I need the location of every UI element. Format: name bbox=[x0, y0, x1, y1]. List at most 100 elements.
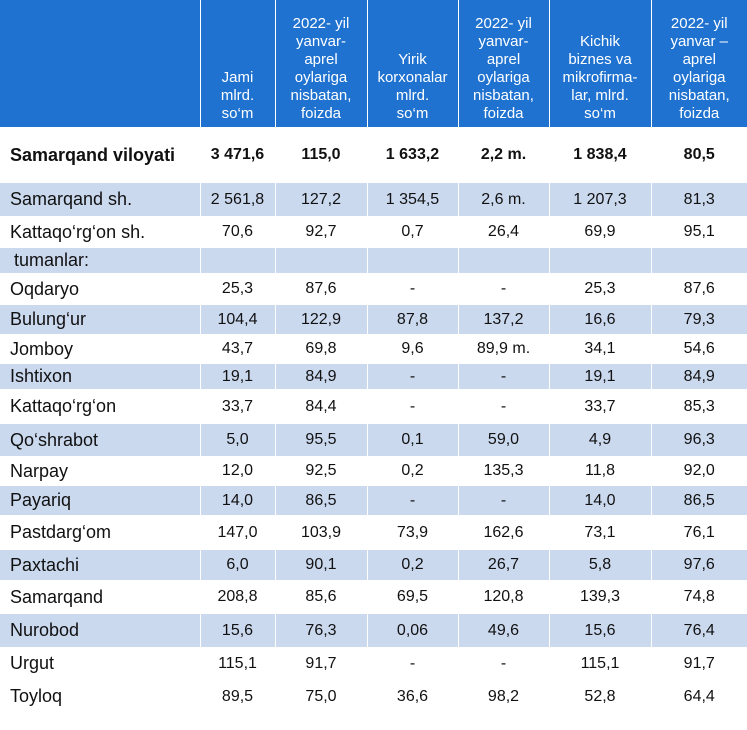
cell-large-pct: 137,2 bbox=[457, 304, 549, 335]
cell-row-name: Kattaqo‘rg‘on sh. bbox=[0, 216, 200, 248]
cell-large-pct: 59,0 bbox=[457, 423, 549, 457]
cell-large-pct: 2,2 m. bbox=[457, 127, 549, 183]
table-row: Pastdarg‘om 147,0 103,9 73,9 162,6 73,1 76,1 bbox=[0, 515, 747, 550]
cell-small-pct: 97,6 bbox=[650, 549, 747, 581]
cell-large-value: 0,1 bbox=[366, 423, 458, 457]
cell-large-value: 9,6 bbox=[366, 334, 458, 364]
cell-large-pct: 162,6 bbox=[457, 515, 549, 550]
cell-total-pct: 127,2 bbox=[274, 182, 367, 217]
cell-small-value: 139,3 bbox=[548, 580, 651, 614]
cell-total-pct bbox=[274, 247, 367, 274]
table-row: Toyloq 89,5 75,0 36,6 98,2 52,8 64,4 bbox=[0, 679, 747, 714]
cell-total-value: 208,8 bbox=[199, 580, 275, 614]
cell-small-pct: 81,3 bbox=[650, 182, 747, 217]
table-row: Oqdaryo 25,3 87,6- -25,3 87,6 bbox=[0, 273, 747, 305]
cell-small-pct: 76,1 bbox=[650, 515, 747, 550]
header-large-enterprises: Yirik korxonalar mlrd. so‘m bbox=[366, 0, 458, 128]
cell-row-name: Nurobod bbox=[0, 613, 200, 648]
header-small-pct: 2022- yil yanvar – aprel oylariga nisbat… bbox=[650, 0, 747, 128]
cell-large-pct: - bbox=[457, 389, 549, 424]
cell-small-value: 16,6 bbox=[548, 304, 651, 335]
cell-row-name: Qo‘shrabot bbox=[0, 423, 200, 457]
cell-large-value: - bbox=[366, 363, 458, 390]
cell-small-pct: 84,9 bbox=[650, 363, 747, 390]
table-row: Samarqand 208,8 85,6 69,5 120,8 139,3 74,8 bbox=[0, 580, 747, 614]
cell-large-value: - bbox=[366, 273, 458, 305]
cell-row-name: Jomboy bbox=[0, 334, 200, 364]
cell-total-pct: 122,9 bbox=[274, 304, 367, 335]
cell-large-value: 0,2 bbox=[366, 456, 458, 486]
table-row: Kattaqo‘rg‘on sh. 70,6 92,7 0,7 26,4 69,9 95,1 bbox=[0, 216, 747, 248]
cell-small-pct: 79,3 bbox=[650, 304, 747, 335]
cell-small-value: 15,6 bbox=[548, 613, 651, 648]
table-row: Jomboy 43,7 69,8 9,6 89,9 m. 34,1 54,6 bbox=[0, 334, 747, 364]
cell-total-pct: 92,7 bbox=[274, 216, 367, 248]
cell-large-value: - bbox=[366, 485, 458, 516]
cell-total-value: 89,5 bbox=[199, 679, 275, 714]
cell-total-pct: 76,3 bbox=[274, 613, 367, 648]
cell-total-value: 14,0 bbox=[199, 485, 275, 516]
cell-row-name: tumanlar: bbox=[0, 247, 200, 274]
cell-total-value: 5,0 bbox=[199, 423, 275, 457]
table-row: Urgut 115,1 91,7- -115,1 91,7 bbox=[0, 647, 747, 680]
cell-small-value: 14,0 bbox=[548, 485, 651, 516]
cell-total-pct: 69,8 bbox=[274, 334, 367, 364]
table-row: Paxtachi 6,0 90,1 0,2 26,7 5,8 97,6 bbox=[0, 549, 747, 581]
cell-total-value: 6,0 bbox=[199, 549, 275, 581]
cell-small-pct: 95,1 bbox=[650, 216, 747, 248]
cell-large-pct: 98,2 bbox=[457, 679, 549, 714]
cell-total-value bbox=[199, 247, 275, 274]
cell-small-pct: 86,5 bbox=[650, 485, 747, 516]
cell-small-pct: 87,6 bbox=[650, 273, 747, 305]
cell-large-value: 0,7 bbox=[366, 216, 458, 248]
cell-row-name: Samarqand viloyati bbox=[0, 127, 200, 183]
cell-total-pct: 84,9 bbox=[274, 363, 367, 390]
cell-total-pct: 90,1 bbox=[274, 549, 367, 581]
cell-total-pct: 75,0 bbox=[274, 679, 367, 714]
cell-total-value: 43,7 bbox=[199, 334, 275, 364]
table-row: Payariq 14,0 86,5- -14,0 86,5 bbox=[0, 485, 747, 516]
cell-large-pct: 89,9 m. bbox=[457, 334, 549, 364]
cell-total-pct: 87,6 bbox=[274, 273, 367, 305]
cell-total-pct: 92,5 bbox=[274, 456, 367, 486]
header-total: Jami mlrd. so‘m bbox=[199, 0, 275, 128]
table-row: Qo‘shrabot 5,0 95,5 0,1 59,0 4,9 96,3 bbox=[0, 423, 747, 457]
cell-small-value: 25,3 bbox=[548, 273, 651, 305]
total-row: Samarqand viloyati 3 471,6 115,0 1 633,2 2,2… bbox=[0, 127, 747, 183]
cell-small-pct: 76,4 bbox=[650, 613, 747, 648]
cell-total-value: 25,3 bbox=[199, 273, 275, 305]
cell-total-pct: 84,4 bbox=[274, 389, 367, 424]
cell-small-value bbox=[548, 247, 651, 274]
cell-large-pct: 49,6 bbox=[457, 613, 549, 648]
cell-total-value: 3 471,6 bbox=[199, 127, 275, 183]
cell-large-value: 36,6 bbox=[366, 679, 458, 714]
cell-large-value: - bbox=[366, 389, 458, 424]
cell-small-pct: 64,4 bbox=[650, 679, 747, 714]
cell-row-name: Bulung‘ur bbox=[0, 304, 200, 335]
data-table: Jami mlrd. so‘m 2022- yil yanvar- aprel … bbox=[0, 0, 747, 714]
cell-row-name: Oqdaryo bbox=[0, 273, 200, 305]
cell-small-value: 1 838,4 bbox=[548, 127, 651, 183]
header-corner bbox=[0, 0, 200, 128]
cell-row-name: Samarqand bbox=[0, 580, 200, 614]
cell-small-value: 34,1 bbox=[548, 334, 651, 364]
cell-small-pct: 80,5 bbox=[650, 127, 747, 183]
cell-large-value: 69,5 bbox=[366, 580, 458, 614]
table-row: Kattaqo‘rg‘on 33,7 84,4- -33,7 85,3 bbox=[0, 389, 747, 424]
cell-large-value: 87,8 bbox=[366, 304, 458, 335]
cell-row-name: Ishtixon bbox=[0, 363, 200, 390]
cell-small-value: 5,8 bbox=[548, 549, 651, 581]
cell-small-value: 69,9 bbox=[548, 216, 651, 248]
cell-large-value: 73,9 bbox=[366, 515, 458, 550]
cell-small-value: 52,8 bbox=[548, 679, 651, 714]
cell-total-pct: 95,5 bbox=[274, 423, 367, 457]
cell-large-pct: 120,8 bbox=[457, 580, 549, 614]
cell-total-value: 12,0 bbox=[199, 456, 275, 486]
cell-small-value: 33,7 bbox=[548, 389, 651, 424]
cell-total-value: 104,4 bbox=[199, 304, 275, 335]
section-row: tumanlar: bbox=[0, 247, 747, 274]
cell-total-pct: 86,5 bbox=[274, 485, 367, 516]
cell-total-value: 115,1 bbox=[199, 647, 275, 680]
cell-small-pct bbox=[650, 247, 747, 274]
header-small-business: Kichik biznes va mikrofirma- lar, mlrd. … bbox=[548, 0, 651, 128]
